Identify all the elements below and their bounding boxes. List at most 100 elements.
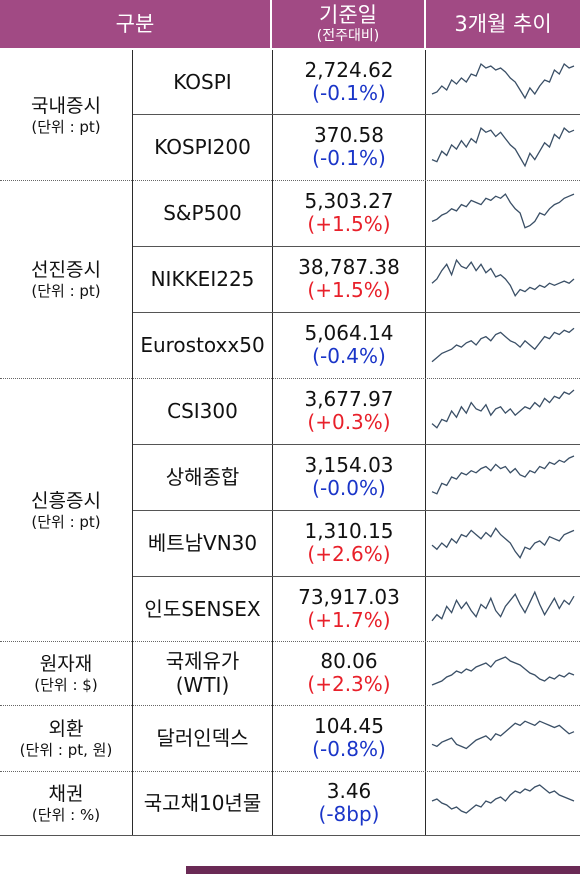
sparkline-path xyxy=(431,590,575,622)
row-value: 73,917.03 (+1.7%) xyxy=(273,576,425,641)
group-unit: (단위 : pt, 원) xyxy=(19,741,113,759)
row-name-text: CSI300 xyxy=(167,399,238,423)
grid-hline xyxy=(133,312,580,313)
sparkline-path xyxy=(431,193,575,229)
row-value-number: 1,310.15 xyxy=(304,519,394,543)
row-value-number: 38,787.38 xyxy=(298,255,400,279)
row-name: Eurostoxx50 xyxy=(133,312,272,378)
row-value-change: (+2.6%) xyxy=(307,542,391,566)
grid-hline xyxy=(133,114,580,115)
group-name: 외환 xyxy=(48,718,84,740)
grid-hline xyxy=(0,641,580,642)
group-name: 원자재 xyxy=(39,653,93,675)
row-name: 달러인덱스 xyxy=(133,705,272,771)
row-name: KOSPI xyxy=(133,50,272,114)
row-value-number: 80.06 xyxy=(320,649,378,673)
row-value-number: 3,677.97 xyxy=(304,387,394,411)
grid-hline xyxy=(0,180,580,181)
grid-hline xyxy=(0,835,580,836)
sparkline-chart xyxy=(431,656,575,686)
group-name: 신흥증시 xyxy=(31,489,101,512)
sparkline-chart xyxy=(431,389,575,429)
row-value: 3,154.03 (-0.0%) xyxy=(273,444,425,510)
header-trend-label: 3개월 추이 xyxy=(454,12,552,36)
sparkline-path xyxy=(431,455,575,495)
group-name: 선진증시 xyxy=(31,259,101,281)
grid-hline xyxy=(133,576,580,577)
row-value-change: (-0.8%) xyxy=(312,737,386,761)
grid-vline xyxy=(425,50,426,835)
row-name: NIKKEI225 xyxy=(133,246,272,312)
grid-vline xyxy=(272,50,273,835)
row-value-number: 104.45 xyxy=(314,714,384,738)
row-name-text: 베트남VN30 xyxy=(147,531,258,555)
grid-hline xyxy=(133,246,580,247)
group-unit: (단위 : $) xyxy=(34,676,98,694)
header-trend: 3개월 추이 xyxy=(426,0,580,48)
sparkline-chart xyxy=(431,327,575,363)
row-name-text: KOSPI200 xyxy=(154,135,251,159)
row-name: 인도SENSEX xyxy=(133,576,272,641)
sparkline-chart xyxy=(431,258,575,298)
row-value-number: 5,303.27 xyxy=(304,189,394,213)
sparkline-path xyxy=(431,656,575,686)
grid-hline xyxy=(0,378,580,379)
group-fx: 외환 (단위 : pt, 원) xyxy=(0,705,132,771)
row-value: 3,677.97 (+0.3%) xyxy=(273,378,425,444)
group-emerging: 신흥증시 (단위 : pt) xyxy=(0,378,132,641)
row-value-change: (+2.3%) xyxy=(307,672,391,696)
row-value-change: (-0.0%) xyxy=(312,476,386,500)
sparkline-chart xyxy=(431,62,575,100)
row-value-change: (-8bp) xyxy=(318,802,380,826)
sparkline-chart xyxy=(431,720,575,750)
row-value-number: 2,724.62 xyxy=(304,58,394,82)
header-base-date: 기준일 (전주대비) xyxy=(272,0,424,48)
sparkline-path xyxy=(431,389,575,429)
row-name-text: S&P500 xyxy=(163,201,242,225)
row-name: 국제유가 (WTI) xyxy=(133,641,272,705)
row-value: 38,787.38 (+1.5%) xyxy=(273,246,425,312)
row-name-text: 달러인덱스 xyxy=(156,726,249,750)
row-value-number: 3.46 xyxy=(326,779,372,803)
header-category: 구분 xyxy=(0,0,270,48)
row-value-change: (+1.5%) xyxy=(307,278,391,302)
row-name-text: KOSPI xyxy=(173,70,232,94)
row-value-change: (+1.5%) xyxy=(307,212,391,236)
sparkline-chart xyxy=(431,193,575,229)
row-value: 3.46 (-8bp) xyxy=(273,771,425,835)
row-name-text: 상해종합 xyxy=(165,465,240,489)
row-value: 80.06 (+2.3%) xyxy=(273,641,425,705)
row-name: KOSPI200 xyxy=(133,114,272,180)
sparkline-chart xyxy=(431,784,575,814)
row-name: 국고채10년물 xyxy=(133,771,272,835)
sparkline-path xyxy=(431,327,575,363)
header-base-date-label: 기준일 xyxy=(319,3,377,27)
row-name-text: Eurostoxx50 xyxy=(140,333,265,357)
row-name: 상해종합 xyxy=(133,444,272,510)
row-value-change: (+1.7%) xyxy=(307,607,391,632)
row-value-change: (-0.1%) xyxy=(312,146,386,170)
row-value: 1,310.15 (+2.6%) xyxy=(273,510,425,576)
row-name-text: 국제유가 xyxy=(165,649,240,673)
group-developed: 선진증시 (단위 : pt) xyxy=(0,180,132,378)
sparkline-path xyxy=(431,784,575,814)
sparkline-path xyxy=(431,720,575,750)
group-unit: (단위 : pt) xyxy=(31,512,101,531)
sparkline-path xyxy=(431,527,575,559)
grid-hline xyxy=(133,510,580,511)
row-value: 5,303.27 (+1.5%) xyxy=(273,180,425,246)
group-domestic: 국내증시 (단위 : pt) xyxy=(0,50,132,180)
row-name: 베트남VN30 xyxy=(133,510,272,576)
row-value-change: (-0.1%) xyxy=(312,81,386,105)
row-value-change: (+0.3%) xyxy=(307,410,391,434)
row-value-number: 370.58 xyxy=(314,123,384,147)
grid-hline xyxy=(0,705,580,706)
row-name-sub: (WTI) xyxy=(175,673,230,697)
row-value-number: 5,064.14 xyxy=(304,321,394,345)
row-value-number: 3,154.03 xyxy=(304,453,394,477)
group-commodity: 원자재 (단위 : $) xyxy=(0,641,132,705)
row-value: 370.58 (-0.1%) xyxy=(273,114,425,180)
grid-hline xyxy=(133,444,580,445)
group-unit: (단위 : pt) xyxy=(31,118,101,136)
row-name: S&P500 xyxy=(133,180,272,246)
